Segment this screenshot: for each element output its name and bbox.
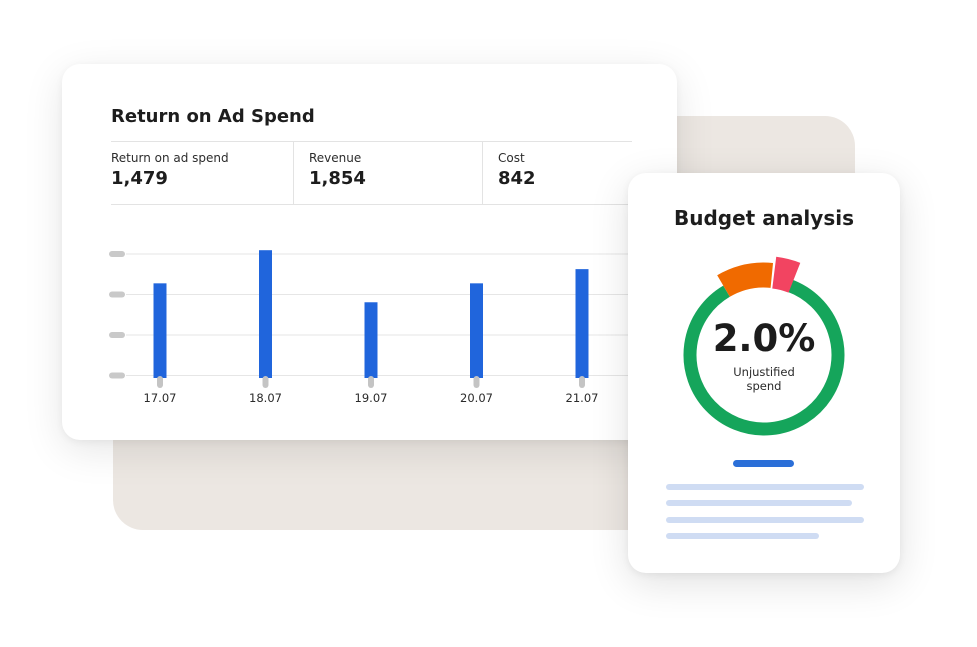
x-tick-label: 20.07 [460, 391, 493, 405]
metric-roas-label: Return on ad spend [111, 151, 229, 165]
unjustified-label: Unjustified spend [733, 365, 795, 393]
x-tick-marker [368, 376, 374, 388]
x-tick-label: 17.07 [144, 391, 177, 405]
y-tick-placeholder [109, 332, 125, 338]
unjustified-percent: 2.0% [712, 317, 816, 360]
x-tick-label: 19.07 [355, 391, 388, 405]
roas-card: Return on Ad Spend Return on ad spend 1,… [62, 64, 677, 440]
bar-18.07 [259, 250, 272, 378]
accent-pill [733, 460, 794, 467]
bar-19.07 [364, 302, 378, 378]
x-tick-marker [262, 376, 269, 388]
text-placeholder-line [666, 517, 864, 523]
metric-cost-label: Cost [498, 151, 525, 165]
metric-revenue-value: 1,854 [309, 168, 366, 189]
text-placeholder-line [666, 533, 819, 539]
x-tick-label: 18.07 [249, 391, 282, 405]
donut-chart [683, 256, 845, 436]
bar-chart: 17.07 18.07 19.07 20.07 21.07 [109, 250, 672, 405]
donut-segment-0 [683, 279, 845, 436]
x-tick-marker [157, 376, 163, 388]
bar-17.07 [153, 283, 167, 378]
text-placeholder-line [666, 484, 864, 490]
y-tick-placeholder [109, 251, 125, 257]
bar-20.07 [470, 283, 483, 378]
roas-card-title: Return on Ad Spend [111, 106, 315, 127]
metric-roas-value: 1,479 [111, 168, 168, 189]
bar-21.07 [575, 269, 589, 378]
budget-card-title: Budget analysis [674, 206, 854, 230]
y-tick-placeholder [109, 291, 125, 298]
x-tick-marker [473, 376, 480, 388]
text-placeholder-line [666, 500, 852, 506]
x-tick-label: 21.07 [566, 391, 599, 405]
metric-roas: Return on ad spend 1,479 [111, 142, 293, 204]
x-tick-marker [579, 376, 585, 388]
donut-segment-2 [771, 256, 801, 293]
metric-cost: Cost 842 [482, 142, 632, 204]
budget-card: Budget analysis 2.0% Unjustified spend [628, 173, 900, 573]
metrics-row: Return on ad spend 1,479 Revenue 1,854 C… [111, 141, 632, 205]
y-tick-placeholder [109, 372, 125, 379]
metric-revenue-label: Revenue [309, 151, 362, 165]
donut-center: 2.0% Unjustified spend [678, 317, 850, 394]
metric-revenue: Revenue 1,854 [293, 142, 482, 204]
metric-cost-value: 842 [498, 168, 536, 189]
donut-segment-1 [717, 262, 774, 298]
